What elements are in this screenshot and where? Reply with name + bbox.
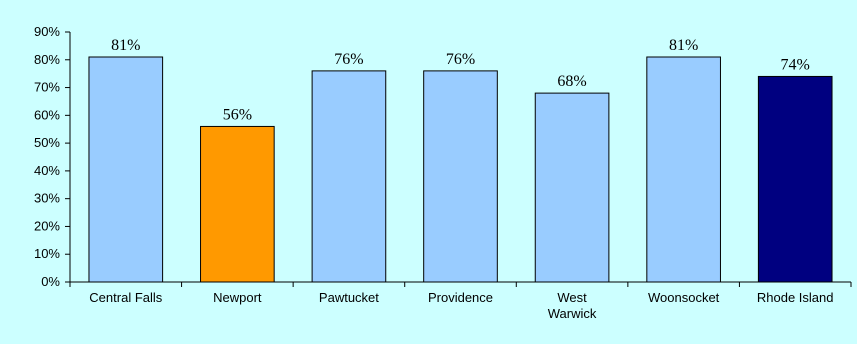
labels: 0% 10% 20% 30% 40% 50% 60% 70% 80% 90% 81% Central …	[34, 24, 834, 321]
bar-pawtucket	[311, 70, 387, 283]
y-tick-label: 70%	[34, 80, 60, 95]
category-label: Pawtucket	[319, 290, 379, 305]
data-label: 81%	[669, 37, 698, 54]
data-label: 76%	[334, 51, 363, 68]
y-tick-label: 60%	[34, 107, 60, 122]
bars	[88, 56, 833, 283]
bar-providence	[423, 70, 498, 283]
data-label: 68%	[557, 73, 586, 90]
category-label: Central Falls	[89, 290, 162, 305]
y-tick-label: 20%	[34, 218, 60, 233]
data-label: 56%	[223, 106, 252, 123]
category-label: West Warwick	[548, 290, 597, 321]
y-tick-label: 50%	[34, 135, 60, 150]
y-tick-label: 0%	[41, 274, 60, 289]
y-tick-label: 40%	[34, 163, 60, 178]
category-label: Rhode Island	[757, 290, 834, 305]
data-label: 76%	[446, 51, 475, 68]
category-label: Newport	[213, 290, 262, 305]
bar-woonsocket	[646, 56, 721, 283]
y-tick-label: 90%	[34, 24, 60, 39]
bar-rhode-island	[757, 75, 833, 283]
y-tick-label: 10%	[34, 246, 60, 261]
bar-newport	[200, 125, 275, 283]
bar-west-warwick	[534, 92, 610, 283]
data-label: 81%	[111, 37, 140, 54]
category-label: Woonsocket	[648, 290, 720, 305]
bar-central-falls	[88, 56, 164, 283]
data-label: 74%	[781, 56, 810, 73]
y-tick-label: 30%	[34, 191, 60, 206]
y-tick-label: 80%	[34, 52, 60, 67]
category-label: Providence	[428, 290, 493, 305]
